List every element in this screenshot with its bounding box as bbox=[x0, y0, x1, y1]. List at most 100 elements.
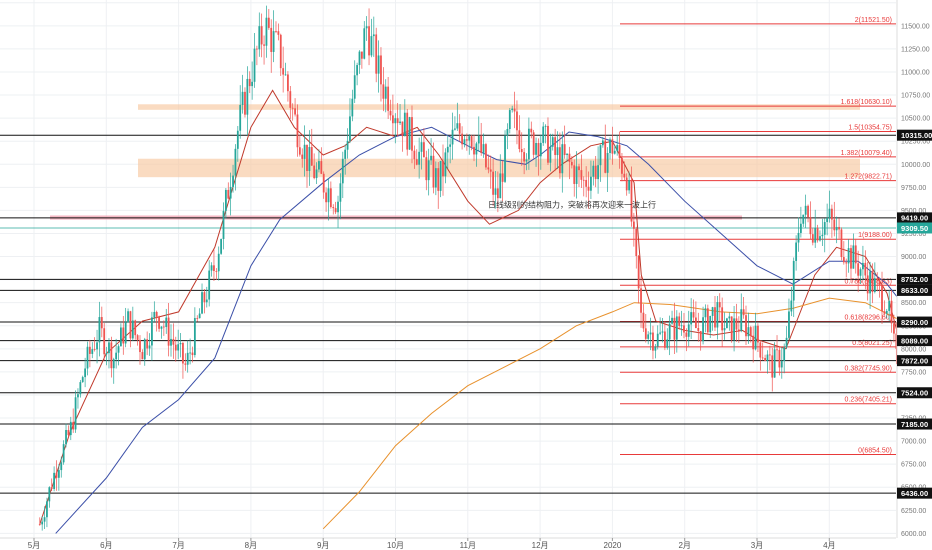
fib-label: 0.236(7405.21) bbox=[845, 397, 892, 404]
candle-body bbox=[687, 324, 690, 337]
candle-body bbox=[442, 160, 444, 177]
candle-body bbox=[401, 121, 404, 137]
candle-body bbox=[692, 312, 695, 318]
candle-body bbox=[158, 316, 160, 329]
candle-body bbox=[611, 139, 614, 154]
candle-body bbox=[663, 331, 666, 348]
price-tag-label: 8290.00 bbox=[901, 318, 928, 327]
candle-body bbox=[511, 108, 514, 111]
candle-body bbox=[675, 316, 678, 340]
candle-body bbox=[599, 145, 602, 166]
candle-body bbox=[876, 278, 879, 281]
candle-body bbox=[432, 155, 435, 188]
x-tick-label: 11月 bbox=[460, 541, 476, 550]
candle-body bbox=[592, 165, 595, 177]
candle-body bbox=[656, 333, 659, 347]
candle-body bbox=[621, 157, 623, 174]
candle-body bbox=[174, 344, 177, 351]
candle-body bbox=[103, 328, 106, 355]
candle-body bbox=[389, 110, 392, 116]
candle-body bbox=[532, 132, 535, 155]
candle-body bbox=[757, 325, 759, 343]
candle-body bbox=[382, 84, 385, 99]
candles bbox=[38, 5, 932, 531]
moving-average-ma_long bbox=[322, 297, 932, 530]
candle-body bbox=[172, 338, 175, 345]
candle-body bbox=[785, 337, 788, 348]
price-tag bbox=[897, 316, 932, 328]
candle-body bbox=[740, 309, 743, 331]
candle-body bbox=[196, 318, 199, 319]
candle-body bbox=[313, 165, 316, 179]
candle-body bbox=[124, 322, 127, 344]
candle-body bbox=[690, 312, 693, 325]
candle-body bbox=[797, 232, 800, 243]
candle-body bbox=[427, 160, 430, 181]
candle-body bbox=[561, 144, 564, 174]
candle-body bbox=[341, 158, 344, 184]
candle-body bbox=[496, 188, 499, 199]
candle-body bbox=[726, 318, 728, 329]
candle-body bbox=[845, 262, 848, 264]
candle-body bbox=[127, 311, 129, 323]
y-tick-label: 10500.00 bbox=[901, 116, 930, 123]
candle-body bbox=[783, 347, 786, 361]
candle-body bbox=[210, 265, 213, 271]
candle-body bbox=[525, 159, 528, 162]
candle-body bbox=[98, 317, 101, 343]
candle-body bbox=[217, 253, 220, 272]
candle-body bbox=[275, 31, 277, 32]
candle-body bbox=[706, 308, 709, 333]
candle-body bbox=[547, 125, 549, 163]
candle-body bbox=[556, 147, 559, 156]
candle-body bbox=[191, 352, 194, 356]
candle-body bbox=[666, 339, 669, 348]
candle-body bbox=[458, 123, 461, 134]
candle-body bbox=[246, 78, 249, 115]
candle-body bbox=[721, 307, 724, 331]
candle-body bbox=[120, 327, 122, 347]
candle-body bbox=[749, 327, 752, 336]
candle-body bbox=[883, 311, 886, 314]
candle-body bbox=[730, 316, 733, 340]
candle-body bbox=[232, 175, 234, 187]
y-tick-label: 10000.00 bbox=[901, 162, 930, 169]
candle-body bbox=[489, 169, 492, 172]
price-tag bbox=[897, 284, 932, 296]
candle-body bbox=[776, 349, 778, 351]
candle-body bbox=[344, 149, 347, 159]
candle-body bbox=[652, 332, 654, 351]
candle-body bbox=[162, 326, 165, 328]
candle-body bbox=[205, 299, 208, 303]
candle-body bbox=[234, 148, 237, 176]
candle-body bbox=[609, 139, 611, 153]
moving-average-ma_fast bbox=[39, 89, 932, 525]
candle-body bbox=[542, 126, 545, 143]
candle-body bbox=[79, 382, 82, 395]
candle-body bbox=[310, 147, 313, 166]
candle-body bbox=[871, 271, 874, 292]
candle-body bbox=[537, 142, 540, 157]
candle-body bbox=[754, 325, 757, 350]
candle-body bbox=[291, 107, 294, 109]
candle-body bbox=[618, 145, 621, 158]
price-tag bbox=[897, 387, 932, 399]
candle-body bbox=[520, 149, 523, 153]
candle-body bbox=[597, 165, 599, 180]
candle-body bbox=[728, 316, 731, 319]
candle-body bbox=[253, 48, 256, 82]
x-tick-label: 8月 bbox=[245, 541, 257, 550]
candle-body bbox=[160, 326, 163, 329]
candle-body bbox=[329, 188, 332, 208]
candle-body bbox=[527, 128, 530, 160]
x-tick-label: 10月 bbox=[387, 541, 404, 550]
candle-body bbox=[38, 524, 41, 525]
candle-body bbox=[198, 313, 201, 319]
candle-body bbox=[578, 166, 580, 171]
candle-body bbox=[625, 177, 628, 191]
candle-body bbox=[449, 144, 452, 147]
candle-body bbox=[363, 28, 366, 59]
candle-body bbox=[384, 86, 387, 99]
